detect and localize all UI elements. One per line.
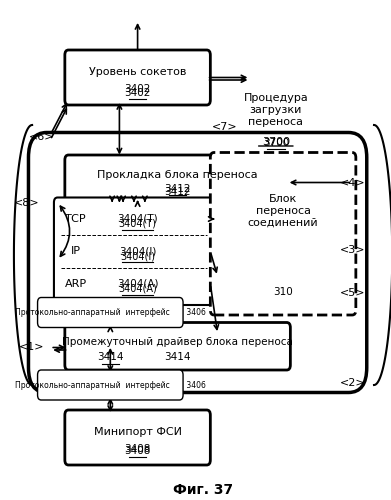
FancyBboxPatch shape xyxy=(29,132,367,392)
Text: Прокладка блока переноса: Прокладка блока переноса xyxy=(97,170,258,180)
Text: ARP: ARP xyxy=(65,279,87,289)
Text: Минипорт ФСИ: Минипорт ФСИ xyxy=(93,427,181,437)
Text: 3404(T): 3404(T) xyxy=(117,214,158,224)
Text: Уровень сокетов: Уровень сокетов xyxy=(89,67,186,77)
Text: 3402: 3402 xyxy=(124,84,151,94)
Text: Процедура
загрузки
переноса: Процедура загрузки переноса xyxy=(244,94,308,126)
FancyBboxPatch shape xyxy=(65,410,210,465)
Text: Фиг. 37: Фиг. 37 xyxy=(173,483,233,497)
Text: <7>: <7> xyxy=(212,122,238,132)
FancyBboxPatch shape xyxy=(38,370,183,400)
Text: 3404(I): 3404(I) xyxy=(120,252,155,261)
Text: Промежуточный драйвер блока переноса: Промежуточный драйвер блока переноса xyxy=(62,337,293,347)
Text: 3414: 3414 xyxy=(97,352,124,362)
Text: <1>: <1> xyxy=(20,342,45,352)
Text: <3>: <3> xyxy=(339,245,365,255)
Text: 3412: 3412 xyxy=(164,184,191,194)
Text: 3408: 3408 xyxy=(124,446,151,456)
Text: <8>: <8> xyxy=(14,198,39,207)
FancyBboxPatch shape xyxy=(38,298,183,328)
Text: 3402: 3402 xyxy=(124,88,151,98)
FancyBboxPatch shape xyxy=(65,50,210,105)
Text: Протокольно-аппаратный  интерфейс       3406: Протокольно-аппаратный интерфейс 3406 xyxy=(15,308,206,317)
Text: 3408: 3408 xyxy=(124,444,151,454)
FancyBboxPatch shape xyxy=(65,155,291,205)
Text: 3404(A): 3404(A) xyxy=(117,279,158,289)
Text: 3700: 3700 xyxy=(262,138,290,147)
Text: 3404(T): 3404(T) xyxy=(118,219,156,229)
Text: 3404(A): 3404(A) xyxy=(118,284,157,294)
Text: <2>: <2> xyxy=(339,378,365,388)
Text: 3412: 3412 xyxy=(164,187,191,197)
Text: IP: IP xyxy=(71,246,81,256)
Text: Блок
переноса
соединений: Блок переноса соединений xyxy=(248,194,318,228)
Text: 3414: 3414 xyxy=(164,352,191,362)
Text: <5>: <5> xyxy=(339,288,365,298)
Text: 310: 310 xyxy=(273,286,293,296)
FancyBboxPatch shape xyxy=(210,152,356,315)
Text: Протокольно-аппаратный  интерфейс       3406: Протокольно-аппаратный интерфейс 3406 xyxy=(15,380,206,390)
Text: <4>: <4> xyxy=(339,178,365,188)
Text: <6>: <6> xyxy=(29,132,54,142)
FancyBboxPatch shape xyxy=(65,322,291,370)
Text: TCP: TCP xyxy=(65,214,86,224)
FancyBboxPatch shape xyxy=(54,198,214,305)
Text: 3404(I): 3404(I) xyxy=(119,246,156,256)
Text: 3700: 3700 xyxy=(263,138,289,147)
